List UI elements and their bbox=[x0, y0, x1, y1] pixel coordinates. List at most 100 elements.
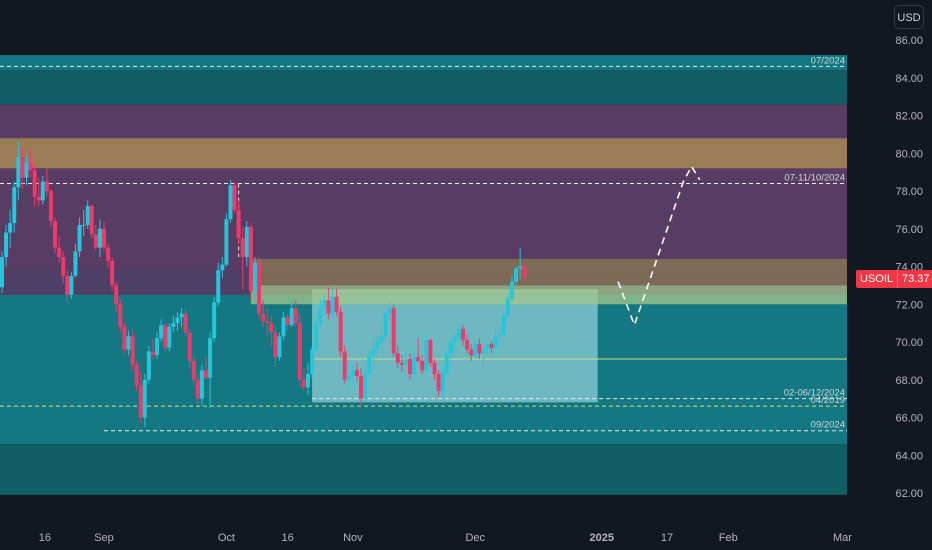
candle-body bbox=[175, 317, 180, 324]
candle-body bbox=[481, 349, 486, 354]
candle-body bbox=[28, 162, 33, 171]
candle-body bbox=[97, 228, 102, 248]
x-axis-tick-label: 2025 bbox=[590, 532, 614, 544]
candle-body bbox=[326, 300, 331, 314]
candle-body bbox=[134, 364, 139, 386]
candle-body bbox=[122, 326, 127, 350]
candle-body bbox=[285, 317, 290, 326]
candle-body bbox=[363, 374, 368, 399]
x-axis-tick-label: 17 bbox=[661, 532, 673, 544]
candle-body bbox=[314, 323, 319, 350]
candle-body bbox=[408, 358, 412, 375]
candle-body bbox=[130, 336, 135, 365]
candle-body bbox=[110, 260, 115, 286]
y-axis-tick-label: 86.00 bbox=[895, 35, 923, 47]
projection-path bbox=[617, 164, 701, 328]
candle-body bbox=[452, 338, 457, 342]
candle-body bbox=[40, 181, 45, 201]
currency-button[interactable]: USD bbox=[894, 5, 924, 29]
y-axis-tick-label: 84.00 bbox=[895, 73, 923, 85]
level-label: 09/2024 bbox=[811, 420, 845, 431]
x-axis-tick-label: 16 bbox=[39, 532, 51, 544]
candle-body bbox=[297, 323, 302, 380]
candle-body bbox=[338, 311, 343, 352]
y-axis-tick-label: 76.00 bbox=[895, 224, 923, 236]
candle-body bbox=[440, 372, 445, 392]
candle-body bbox=[391, 308, 396, 354]
candle-body bbox=[265, 321, 270, 324]
candle-body bbox=[493, 336, 498, 348]
candle-body bbox=[310, 349, 315, 375]
x-axis-tick-label: Sep bbox=[94, 532, 114, 544]
candle-body bbox=[20, 157, 25, 178]
x-axis-tick-label: Feb bbox=[719, 532, 738, 544]
candle-body bbox=[212, 302, 217, 339]
candle-body bbox=[114, 285, 119, 305]
candle-body bbox=[424, 340, 429, 371]
candle-body bbox=[403, 358, 408, 365]
candle-body bbox=[142, 379, 147, 418]
x-axis-tick-label: Dec bbox=[465, 532, 485, 544]
candle-body bbox=[383, 313, 388, 337]
candle-body bbox=[367, 355, 372, 375]
candle-body bbox=[150, 351, 155, 356]
candle-body bbox=[354, 370, 359, 376]
candle-body bbox=[395, 353, 400, 363]
x-axis-tick-label: 16 bbox=[281, 532, 293, 544]
candle-body bbox=[228, 185, 233, 220]
last-price-tag: USOIL 73.37 bbox=[856, 270, 932, 288]
candle-body bbox=[346, 375, 351, 380]
candle-body bbox=[318, 308, 323, 324]
y-axis-tick-label: 68.00 bbox=[895, 375, 923, 387]
x-axis-tick-label: Mar bbox=[833, 532, 852, 544]
candle-body bbox=[428, 340, 433, 363]
price-tag-symbol: USOIL bbox=[856, 270, 898, 288]
candle-body bbox=[53, 221, 58, 248]
candle-body bbox=[208, 338, 213, 378]
candle-body bbox=[248, 226, 253, 292]
candle-body bbox=[126, 336, 131, 350]
candle-body bbox=[514, 268, 519, 282]
candle-body bbox=[16, 157, 21, 188]
candle-body bbox=[106, 247, 111, 261]
candle-body bbox=[412, 357, 417, 375]
candle-body bbox=[436, 374, 441, 392]
candle-body bbox=[522, 266, 527, 279]
resistance-box bbox=[250, 258, 847, 286]
candle-body bbox=[65, 275, 70, 295]
y-axis-tick-label: 62.00 bbox=[895, 488, 923, 500]
candle-body bbox=[12, 187, 17, 224]
y-axis-tick-label: 70.00 bbox=[895, 337, 923, 349]
y-axis-tick-label: 66.00 bbox=[895, 413, 923, 425]
candle-body bbox=[204, 370, 208, 378]
y-axis-tick-label: 80.00 bbox=[895, 148, 923, 160]
candle-body bbox=[191, 360, 196, 380]
candle-body bbox=[85, 206, 90, 225]
candle-body bbox=[187, 332, 192, 361]
candle-body bbox=[342, 351, 347, 380]
zone-band bbox=[0, 443, 847, 495]
candle-body bbox=[489, 343, 494, 348]
candle-body bbox=[293, 308, 298, 324]
candle-body bbox=[416, 357, 421, 361]
candle-body bbox=[485, 343, 490, 350]
candle-body bbox=[375, 342, 380, 350]
y-axis-tick-label: 72.00 bbox=[895, 299, 923, 311]
candle-body bbox=[167, 326, 172, 348]
candle-body bbox=[444, 353, 449, 373]
candle-body bbox=[281, 317, 286, 337]
candle-body bbox=[322, 300, 327, 309]
candle-body bbox=[301, 379, 306, 388]
candle-body bbox=[420, 360, 425, 371]
price-tag-value: 73.37 bbox=[897, 270, 932, 288]
zone-band bbox=[0, 104, 847, 139]
candle-body bbox=[387, 308, 392, 314]
candle-body bbox=[236, 209, 241, 239]
candle-body bbox=[171, 323, 176, 327]
candle-body bbox=[269, 323, 274, 333]
candle-body bbox=[69, 275, 74, 295]
candle-body bbox=[8, 223, 13, 233]
candle-body bbox=[261, 313, 266, 322]
candle-body bbox=[81, 224, 86, 226]
